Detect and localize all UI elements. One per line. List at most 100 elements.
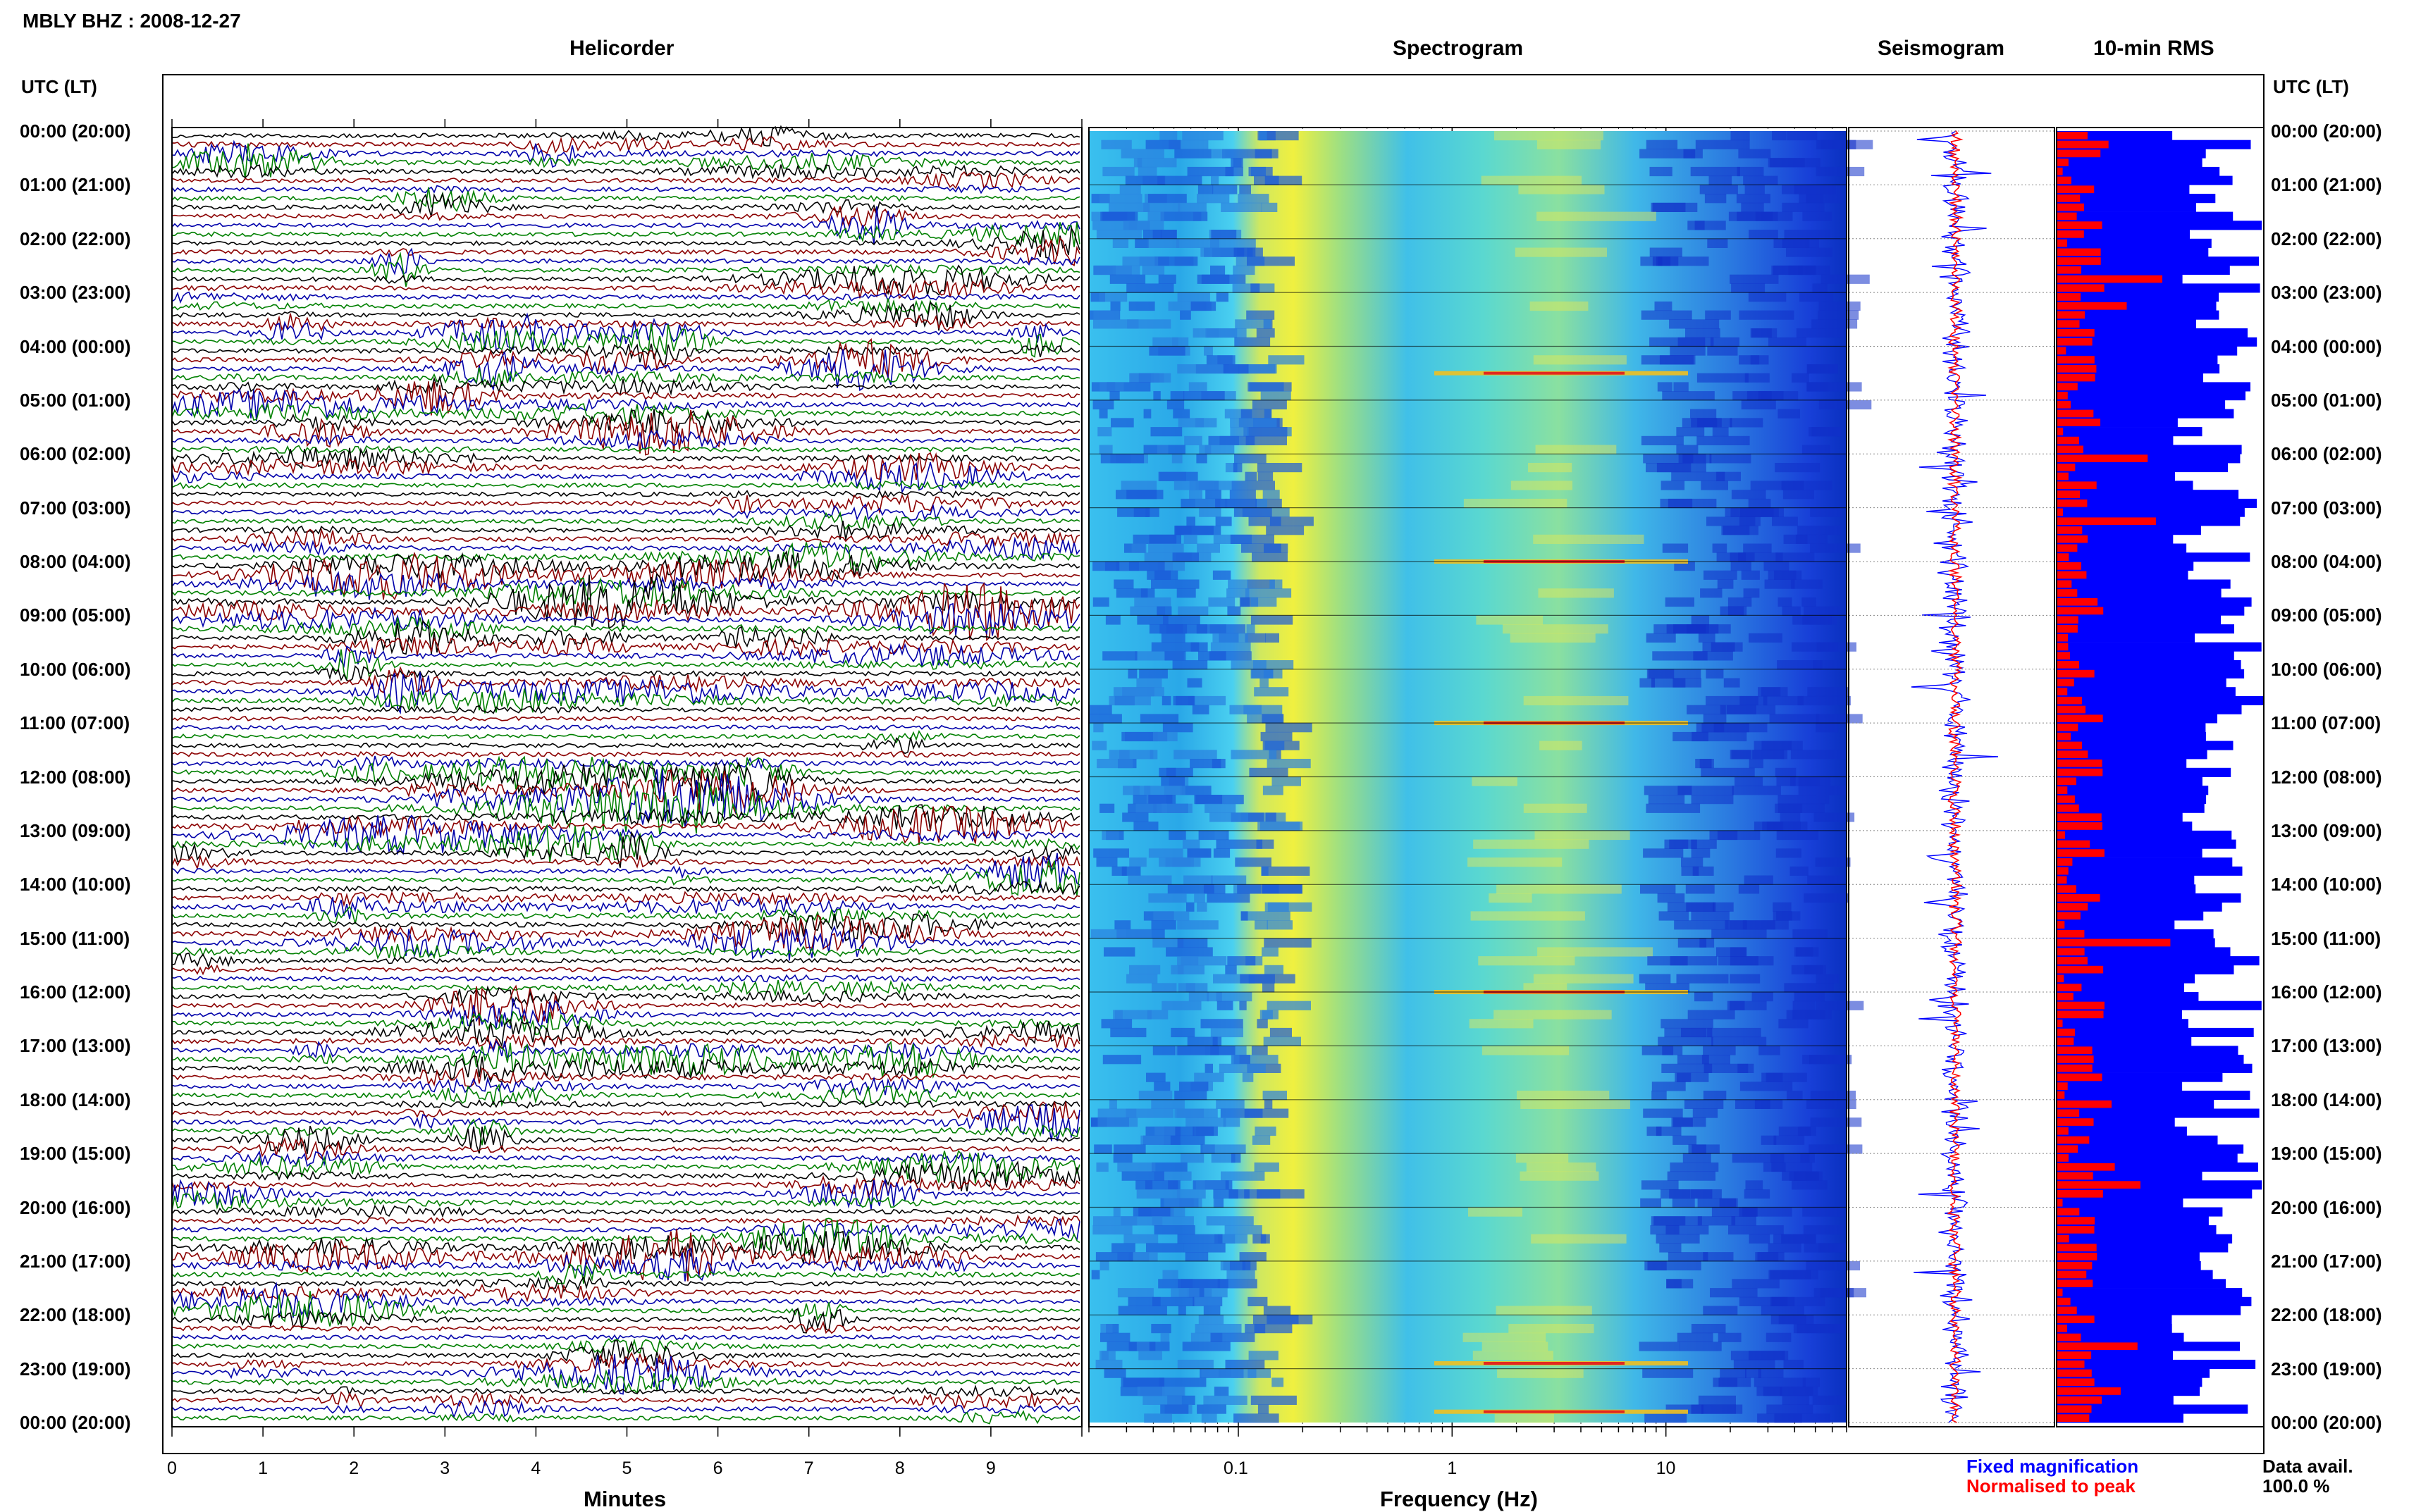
spectrogram-cell [1706, 695, 1758, 706]
helicorder-trace [171, 854, 1080, 871]
rms-bar-normalised [2057, 1127, 2069, 1135]
rms-bar-fixed [2057, 391, 2245, 401]
helicorder-x-tick-label: 7 [803, 1458, 814, 1478]
spectrogram-cell [1234, 337, 1271, 347]
rms-bar-normalised [2057, 580, 2072, 588]
helicorder-trace [171, 824, 1080, 863]
rms-bar-fixed [2057, 669, 2245, 678]
helicorder-trace [171, 1218, 1080, 1241]
spectrogram-cell [1751, 992, 1773, 1002]
spectrogram-cell [1744, 373, 1770, 383]
spectrogram-cell [1763, 562, 1789, 571]
rms-bar-normalised [2057, 1378, 2095, 1387]
rms-bar-fixed [2057, 1306, 2241, 1315]
spectrogram-cell [1535, 445, 1617, 454]
helicorder-trace [171, 206, 1080, 244]
spectrogram-cell [1151, 1324, 1171, 1334]
spectrogram-x-tick-label: 10 [1656, 1458, 1676, 1478]
spectrogram-cell [1233, 265, 1255, 275]
spectrogram-cell [1256, 839, 1274, 849]
rms-bar-normalised [2057, 760, 2102, 767]
helicorder-trace [171, 724, 1080, 731]
spectrogram-cell [1109, 391, 1120, 401]
rms-bar-normalised [2057, 929, 2085, 938]
spectrogram-cell [1128, 875, 1172, 885]
spectrogram-cell [1135, 1180, 1178, 1190]
spectrogram-cell [1221, 202, 1262, 212]
spectrogram-cell [1644, 1413, 1687, 1423]
spectrogram-cell [1133, 534, 1181, 544]
spectrogram-cell [1775, 463, 1820, 473]
rms-bar-normalised [2057, 1414, 2090, 1422]
spectrogram-cell [1118, 1306, 1167, 1315]
spectrogram-cell [1727, 597, 1752, 607]
spectrogram-cell [1659, 355, 1696, 365]
rms-bar-fixed [2057, 221, 2262, 230]
rms-bar-normalised [2057, 661, 2079, 669]
spectrogram-cell [1217, 1279, 1257, 1289]
spectrogram-cell [1642, 1368, 1694, 1378]
time-label: 12:00 (08:00) [2271, 766, 2382, 788]
spectrogram-cell [1775, 803, 1803, 813]
spectrogram-cell [1639, 149, 1696, 159]
rms-bar-fixed [2057, 1000, 2262, 1010]
rms-bar-normalised [2057, 445, 2083, 454]
spectrogram-cell [1809, 1144, 1863, 1154]
spectrogram-cell [1210, 1332, 1255, 1342]
spectrogram-cell [1783, 1359, 1804, 1370]
spectrogram-cell [1536, 211, 1656, 221]
spectrogram-cell [1144, 786, 1183, 795]
spectrogram-cell [1140, 1135, 1171, 1145]
helicorder-trace [171, 1098, 1080, 1109]
spectrogram-cell [1691, 911, 1730, 921]
spectrogram-cell [1129, 857, 1147, 867]
spectrogram-cell [1643, 1108, 1683, 1118]
spectrogram-cell [1692, 1144, 1706, 1154]
spectrogram-cell [1802, 1377, 1820, 1387]
spectrogram-cell [1778, 795, 1830, 805]
spectrogram-cell [1121, 1171, 1164, 1181]
spectrogram-cell [1654, 301, 1672, 311]
spectrogram-cell [1138, 166, 1157, 177]
spectrogram-cell [1786, 1010, 1825, 1020]
spectrogram-cell [1223, 795, 1243, 805]
spectrogram-cell [1102, 1055, 1142, 1065]
rms-bar-fixed [2057, 1036, 2192, 1046]
spectrogram-cell [1694, 992, 1713, 1002]
helicorder-x-tick-label: 2 [349, 1458, 359, 1478]
rms-bar-normalised [2057, 724, 2078, 731]
helicorder-trace [171, 237, 1080, 267]
spectrogram-cell [1693, 651, 1733, 661]
spectrogram-cell [1665, 1225, 1709, 1235]
spectrogram-cell [1710, 337, 1739, 347]
spectrogram-cell [1267, 1000, 1311, 1010]
rms-bar-normalised [2057, 409, 2094, 418]
spectrogram-cell [1761, 1072, 1783, 1082]
spectrogram-cell [1235, 319, 1271, 329]
rms-bar-fixed [2057, 445, 2242, 454]
spectrogram-cell [1135, 803, 1167, 813]
spectrogram-cell [1470, 911, 1585, 921]
helicorder-trace [171, 1338, 1080, 1355]
rms-bar-fixed [2057, 723, 2206, 733]
spectrogram-cell [1763, 695, 1804, 706]
spectrogram-cell [1202, 1144, 1246, 1154]
spectrogram-cell [1792, 642, 1838, 652]
spectrogram-cell [1743, 588, 1760, 598]
helicorder-trace [171, 278, 1080, 300]
spectrogram-cell [1252, 399, 1287, 410]
spectrogram-cell [1262, 714, 1284, 724]
spectrogram-cell [1761, 1135, 1777, 1145]
spectrogram-cell [1114, 687, 1154, 697]
rms-bar-fixed [2057, 902, 2222, 912]
spectrogram-cell [1183, 1243, 1226, 1253]
rms-bar-fixed [2057, 319, 2196, 329]
spectrogram-cell [1539, 740, 1582, 750]
spectrogram-cell [1489, 893, 1532, 903]
spectrogram-cell [1262, 786, 1283, 795]
spectrogram-cell [1510, 633, 1596, 643]
spectrogram-cell [1257, 1404, 1269, 1414]
spectrogram-cell [1200, 1019, 1243, 1029]
spectrogram-cell [1691, 848, 1711, 858]
spectrogram-cell [1703, 1063, 1749, 1073]
